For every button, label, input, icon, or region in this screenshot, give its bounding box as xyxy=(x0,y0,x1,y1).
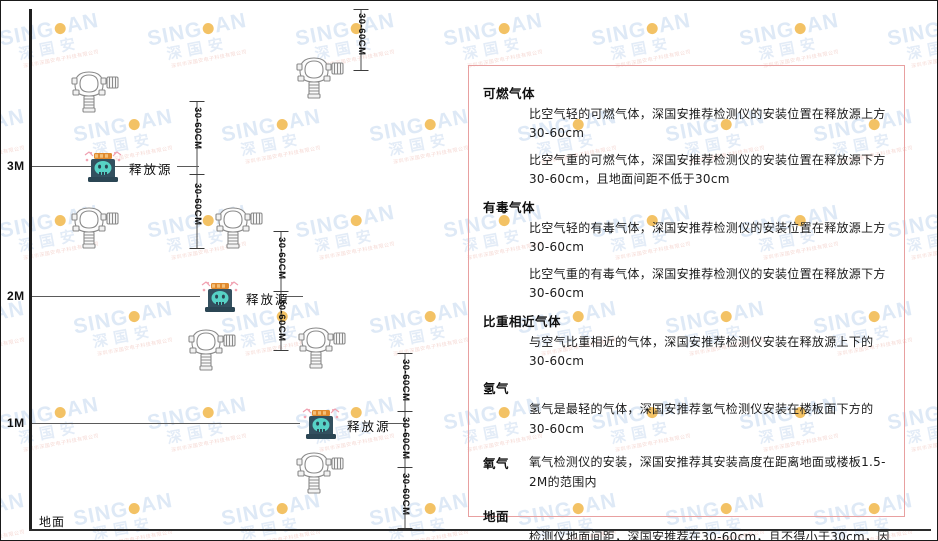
dimension-line-top xyxy=(353,9,369,71)
axis-label-2m: 2M xyxy=(7,289,25,303)
ground-label: 地面 xyxy=(39,515,66,529)
release-source-icon xyxy=(299,408,343,447)
guideline-section-similar-density: 比重相近气体与空气比重相近的气体，深国安推荐检测仪安装在释放源上下的30-60c… xyxy=(483,311,890,372)
section-paragraph: 比空气轻的有毒气体，深国安推荐检测仪的安装位置在释放源上方30-60cm xyxy=(529,220,886,255)
gas-detector-icon xyxy=(289,444,347,501)
section-paragraph: 比空气重的可燃气体，深国安推荐检测仪的安装位置在释放源下方30-60cm，且地面… xyxy=(529,152,886,187)
dimension-label: 30-60CM xyxy=(276,299,287,342)
axis-label-1m: 1M xyxy=(7,416,25,430)
axis-label-3m: 3M xyxy=(7,159,25,173)
section-title: 氧气 xyxy=(483,456,510,472)
dimension-label: 30-60CM xyxy=(400,359,411,402)
section-paragraph: 与空气比重相近的气体，深国安推荐检测仪安装在释放源上下的30-60cm xyxy=(529,334,874,368)
guideline-section-hydrogen: 氢气氢气是最轻的气体，深国安推荐氢气检测仪安装在楼板面下方的30-60cm xyxy=(483,378,890,439)
gas-detector-icon xyxy=(291,319,349,376)
gas-detector-icon xyxy=(181,321,239,378)
section-title: 可燃气体 xyxy=(483,86,536,101)
gas-detector-icon xyxy=(289,49,347,106)
source-label-1m: 释放源 xyxy=(347,419,391,434)
dimension-label: 30-60CM xyxy=(192,183,203,226)
section-paragraph: 比空气轻的可燃气体，深国安推荐检测仪的安装位置在释放源上方30-60cm xyxy=(529,107,886,141)
installation-guidelines-panel: 可燃气体比空气轻的可燃气体，深国安推荐检测仪的安装位置在释放源上方30-60cm… xyxy=(468,65,905,540)
section-paragraph: 比空气重的有毒气体，深国安推荐检测仪的安装位置在释放源下方30-60cm xyxy=(529,266,886,301)
section-title: 比重相近气体 xyxy=(483,313,562,329)
level-line-2m xyxy=(32,296,200,297)
guideline-section-ground: 地面检测仪地面间距，深国安推荐在30-60cm，且不得小于30cm，因为过低容易… xyxy=(483,506,890,541)
release-source-icon xyxy=(198,281,242,320)
dimension-line-lower xyxy=(397,353,413,529)
level-line-1m xyxy=(32,423,300,424)
section-title: 有毒气体 xyxy=(483,199,536,215)
section-paragraph: 氢气是最轻的气体，深国安推荐氢气检测仪安装在楼板面下方的30-60cm xyxy=(529,402,874,436)
connector-3m-dimension xyxy=(177,166,199,167)
guideline-section-flammable: 可燃气体比空气轻的可燃气体，深国安推荐检测仪的安装位置在释放源上方30-60cm… xyxy=(483,83,890,190)
ground-line xyxy=(29,529,931,531)
guideline-section-toxic: 有毒气体比空气轻的有毒气体，深国安推荐检测仪的安装位置在释放源上方30-60cm… xyxy=(483,197,890,304)
section-title: 地面 xyxy=(483,509,510,525)
gas-detector-icon xyxy=(64,199,122,256)
source-label-3m: 释放源 xyxy=(129,162,173,177)
dimension-label: 30-60CM xyxy=(400,473,411,516)
section-title: 氢气 xyxy=(483,381,510,397)
section-body: 比空气轻的有毒气体，深国安推荐检测仪的安装位置在释放源上方30-60cm 比空气重… xyxy=(529,219,890,304)
section-body: 检测仪地面间距，深国安推荐在30-60cm，且不得小于30cm，因为过低容易水浸… xyxy=(529,528,890,541)
guideline-section-oxygen: 氧气 氧气检测仪的安装，深国安推荐其安装高度在距离地面或楼板1.5-2M的范围内 xyxy=(483,446,890,499)
section-paragraph: 氧气检测仪的安装，深国安推荐其安装高度在距离地面或楼板1.5-2M的范围内 xyxy=(529,455,886,489)
vertical-axis xyxy=(29,9,32,529)
release-source-icon xyxy=(81,151,125,190)
section-body: 比空气轻的可燃气体，深国安推荐检测仪的安装位置在释放源上方30-60cm 比空气重… xyxy=(529,105,890,190)
dimension-label: 30-60CM xyxy=(400,417,411,460)
section-body: 与空气比重相近的气体，深国安推荐检测仪安装在释放源上下的30-60cm xyxy=(529,333,890,372)
source-label-2m: 释放源 xyxy=(246,292,290,307)
dimension-line-middle xyxy=(273,231,289,351)
dimension-line-upper xyxy=(189,101,205,249)
dimension-label: 30-60CM xyxy=(192,107,203,150)
gas-detector-icon xyxy=(208,199,266,256)
connector-2m-dimension xyxy=(285,296,303,297)
section-body: 氢气是最轻的气体，深国安推荐氢气检测仪安装在楼板面下方的30-60cm xyxy=(529,400,890,439)
gas-detector-icon xyxy=(64,63,122,120)
dimension-label: 30-60CM xyxy=(356,13,367,56)
connector-1m-dimension xyxy=(386,423,406,424)
section-paragraph: 检测仪地面间距，深国安推荐在30-60cm，且不得小于30cm，因为过低容易水浸… xyxy=(529,530,890,541)
section-body: 氧气检测仪的安装，深国安推荐其安装高度在距离地面或楼板1.5-2M的范围内 xyxy=(529,453,890,499)
dimension-label: 30-60CM xyxy=(276,237,287,280)
